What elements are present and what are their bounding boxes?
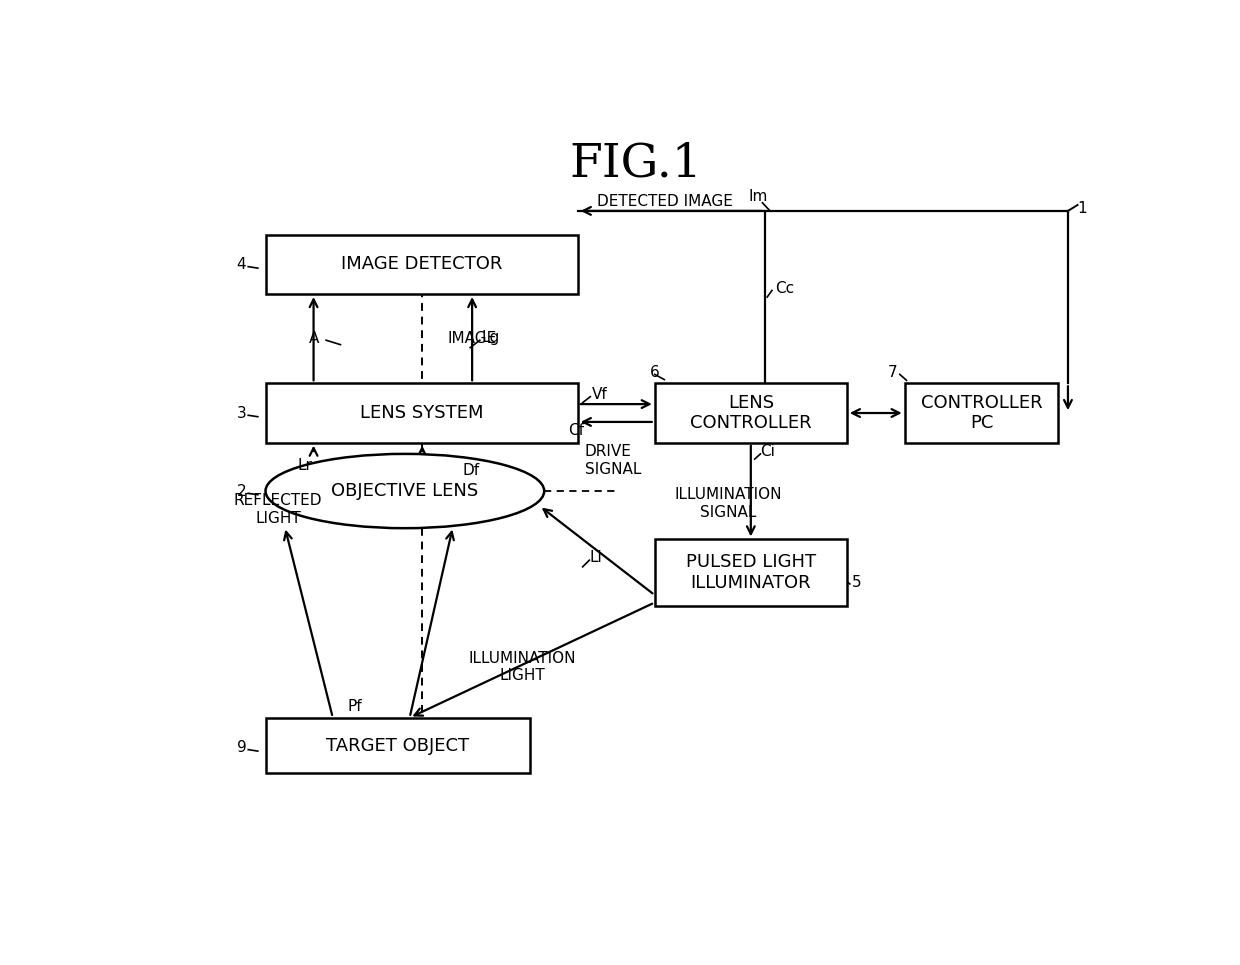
Text: DRIVE
SIGNAL: DRIVE SIGNAL <box>584 444 641 477</box>
Text: Im: Im <box>749 188 769 204</box>
Text: IMAGE DETECTOR: IMAGE DETECTOR <box>341 256 502 273</box>
Text: 5: 5 <box>852 575 862 590</box>
Text: LENS SYSTEM: LENS SYSTEM <box>360 404 484 422</box>
Text: ILLUMINATION
SIGNAL: ILLUMINATION SIGNAL <box>675 487 781 520</box>
Bar <box>655 383 847 443</box>
Text: LENS
CONTROLLER: LENS CONTROLLER <box>689 394 812 432</box>
Text: 2: 2 <box>237 483 247 499</box>
Bar <box>265 234 578 294</box>
Text: PULSED LIGHT
ILLUMINATOR: PULSED LIGHT ILLUMINATOR <box>686 553 816 593</box>
Text: Df: Df <box>463 463 480 479</box>
Ellipse shape <box>265 454 544 528</box>
Text: Vf: Vf <box>593 387 608 402</box>
Text: A: A <box>309 331 319 346</box>
Text: TARGET OBJECT: TARGET OBJECT <box>326 736 469 755</box>
Text: 9: 9 <box>237 740 247 755</box>
Bar <box>265 718 529 773</box>
Text: Li: Li <box>589 550 603 565</box>
Text: DETECTED IMAGE: DETECTED IMAGE <box>596 195 733 209</box>
Text: Cc: Cc <box>775 281 794 295</box>
Text: Cf: Cf <box>569 424 584 438</box>
Text: IMAGE: IMAGE <box>448 331 497 346</box>
Text: Lg: Lg <box>481 330 500 345</box>
Text: 7: 7 <box>888 365 898 379</box>
Text: 6: 6 <box>650 365 660 379</box>
Text: 1: 1 <box>1078 201 1087 216</box>
Text: OBJECTIVE LENS: OBJECTIVE LENS <box>331 482 479 500</box>
Bar <box>905 383 1058 443</box>
Text: 4: 4 <box>237 257 247 272</box>
Text: ILLUMINATION
LIGHT: ILLUMINATION LIGHT <box>469 650 575 683</box>
Text: CONTROLLER
PC: CONTROLLER PC <box>920 394 1043 432</box>
Bar <box>265 383 578 443</box>
Text: FIG.1: FIG.1 <box>569 142 702 187</box>
Text: Ci: Ci <box>760 444 775 459</box>
Text: Pf: Pf <box>347 699 362 714</box>
Text: REFLECTED
LIGHT: REFLECTED LIGHT <box>234 493 322 526</box>
Text: 3: 3 <box>237 405 247 421</box>
Bar <box>655 539 847 606</box>
Text: Lr: Lr <box>298 457 312 473</box>
